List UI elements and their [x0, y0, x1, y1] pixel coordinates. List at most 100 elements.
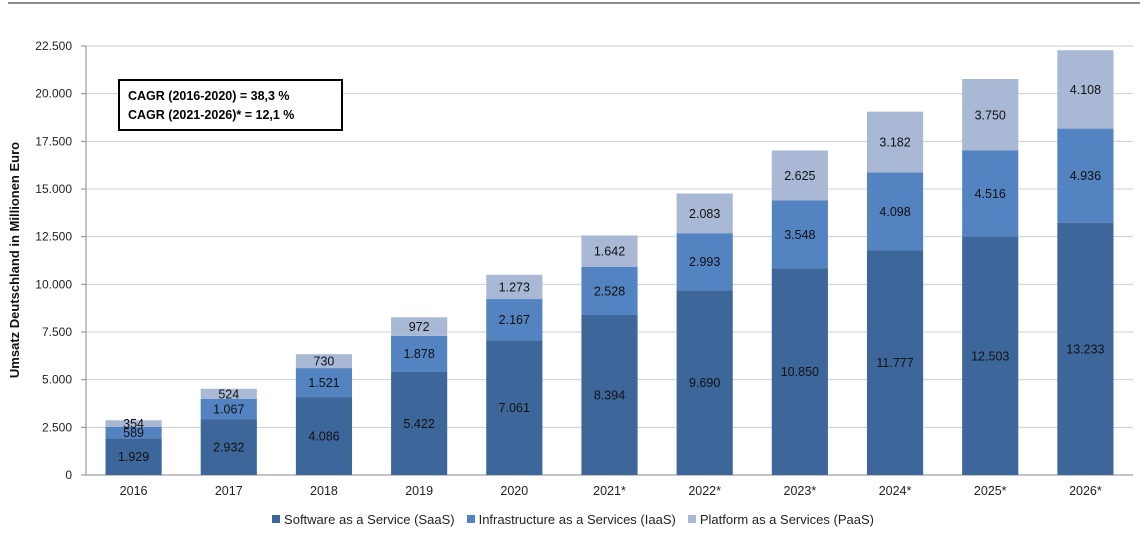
data-label: 524 [218, 387, 239, 401]
data-label: 1.929 [118, 450, 149, 464]
y-tick-label: 5.000 [42, 373, 72, 387]
legend-item: Software as a Service (SaaS) [272, 512, 455, 527]
data-label: 972 [409, 320, 430, 334]
y-tick-label: 17.500 [35, 134, 72, 148]
legend: Software as a Service (SaaS) Infrastructu… [0, 512, 1146, 532]
bar-segment [866, 172, 924, 251]
data-label: 4.108 [1070, 83, 1101, 97]
data-label: 4.086 [308, 430, 339, 444]
data-label: 3.548 [784, 228, 815, 242]
legend-item: Infrastructure as a Services (IaaS) [466, 512, 676, 527]
y-tick-label: 22.500 [35, 39, 72, 53]
bar-segment [581, 235, 638, 267]
data-label: 4.098 [879, 205, 910, 219]
bar-segment [295, 368, 353, 398]
y-tick-label: 15.000 [35, 182, 72, 196]
data-label: 12.503 [971, 349, 1009, 363]
data-label: 2.528 [594, 284, 625, 298]
x-tick-label: 2026* [1069, 484, 1102, 498]
data-label: 11.777 [876, 356, 913, 370]
y-tick-label: 7.500 [42, 325, 72, 339]
x-tick-label: 2022* [688, 484, 721, 498]
y-tick-label: 12.500 [35, 230, 72, 244]
bar-segment [295, 354, 353, 369]
x-tick-label: 2025* [974, 484, 1007, 498]
bar-segment [676, 233, 733, 291]
data-label: 1.878 [403, 347, 434, 361]
data-label: 354 [123, 417, 144, 431]
data-label: 10.850 [781, 365, 819, 379]
x-tick-label: 2017 [215, 484, 243, 498]
bar-segment [391, 335, 448, 372]
legend-label: Software as a Service (SaaS) [284, 512, 455, 527]
legend-swatch [466, 515, 475, 523]
x-tick-label: 2021* [593, 484, 626, 498]
data-label: 2.993 [689, 255, 720, 269]
data-label: 1.273 [499, 280, 530, 294]
data-label: 589 [123, 426, 144, 440]
bar-segment [1057, 222, 1114, 475]
bar-segment [200, 388, 257, 399]
cagr-annotation: CAGR (2016-2020) = 38,3 % CAGR (2021-202… [118, 79, 343, 131]
y-tick-label: 20.000 [35, 87, 72, 101]
bar-segment [391, 317, 448, 336]
bar-segment [771, 268, 828, 475]
bar-segment [486, 274, 543, 300]
data-label: 1.521 [308, 376, 339, 390]
bar-segment [105, 438, 162, 475]
data-label: 5.422 [403, 417, 434, 431]
bar-segment [200, 419, 257, 475]
data-label: 2.083 [689, 207, 720, 221]
bar-segment [1057, 50, 1114, 129]
legend-label: Infrastructure as a Services (IaaS) [478, 512, 676, 527]
data-label: 13.233 [1066, 342, 1104, 356]
stacked-bar-chart: 0 2.500 5.000 7.500 10.000 12.500 15.000 17.500… [7, 2, 1140, 498]
y-tick-label: 0 [65, 468, 72, 482]
data-label: 4.516 [975, 187, 1006, 201]
data-label: 2.625 [784, 169, 815, 183]
data-label: 8.394 [594, 388, 625, 402]
bar-segment [295, 397, 353, 475]
data-label: 1.642 [594, 245, 625, 259]
annotation-box [118, 79, 343, 131]
bar-segment [486, 299, 543, 341]
x-tick-label: 2019 [405, 484, 433, 498]
data-label: 2.167 [499, 313, 530, 327]
y-axis-title: Umsatz Deutschland in Millionen Euro [7, 142, 22, 378]
data-label: 4.936 [1070, 169, 1101, 183]
bar-segment [866, 111, 924, 173]
y-axis: 0 2.500 5.000 7.500 10.000 12.500 15.000 17.500… [35, 39, 87, 482]
bar-segment [866, 250, 924, 475]
legend-swatch [687, 515, 696, 523]
y-tick-label: 2.500 [42, 420, 72, 434]
data-label: 9.690 [689, 376, 720, 390]
x-tick-label: 2023* [784, 484, 817, 498]
bar-segment [771, 150, 828, 201]
bar-segment [486, 340, 543, 475]
data-label: 730 [314, 355, 335, 369]
bar-segment [962, 79, 1019, 151]
x-axis: 2016 2017 2018 2019 2020 2021* 2022* 2023* 2024*… [120, 484, 1102, 498]
bar-segment [581, 314, 638, 475]
data-label: 2.932 [213, 441, 244, 455]
data-label: 7.061 [499, 401, 530, 415]
data-label: 3.750 [975, 108, 1006, 122]
bar-segment [962, 150, 1019, 237]
x-tick-label: 2018 [310, 484, 338, 498]
bar-segment [581, 266, 638, 315]
legend-label: Platform as a Services (PaaS) [699, 512, 874, 527]
legend-item: Platform as a Services (PaaS) [687, 512, 874, 527]
bar-segment [200, 398, 257, 420]
x-tick-label: 2016 [120, 484, 148, 498]
bar-segment [391, 371, 448, 475]
bar-segment [962, 236, 1019, 475]
bar-segment [105, 426, 162, 439]
bar-segment [105, 420, 162, 427]
bar-segment [1057, 128, 1114, 223]
x-tick-label: 2024* [879, 484, 912, 498]
bar-segment [676, 193, 733, 234]
y-tick-label: 10.000 [35, 277, 72, 291]
data-label: 1.067 [213, 402, 244, 416]
data-label: 3.182 [879, 135, 910, 149]
